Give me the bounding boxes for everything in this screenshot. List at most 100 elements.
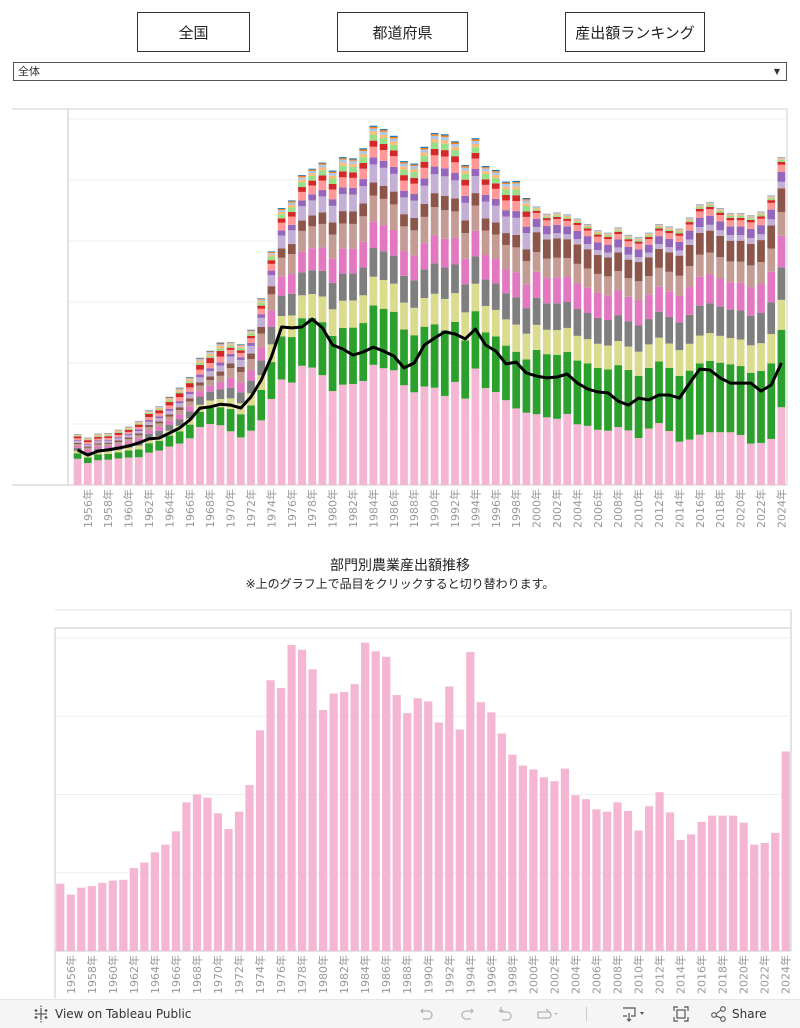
bar-segment-rosybrown[interactable] <box>206 380 214 386</box>
bar-segment-salmon[interactable] <box>696 211 704 217</box>
bar-segment-green[interactable] <box>400 329 408 385</box>
bar-segment-rosybrown[interactable] <box>268 294 276 310</box>
bar-segment-米[interactable] <box>747 444 755 485</box>
rice-bar-1974[interactable] <box>256 730 264 951</box>
bar-segment-green[interactable] <box>135 449 143 457</box>
rice-bar-2022[interactable] <box>761 843 769 951</box>
bar-segment-blue[interactable] <box>186 377 194 378</box>
bar-segment-peach[interactable] <box>635 239 643 240</box>
bar-segment-salmon[interactable] <box>349 178 357 188</box>
bar-segment-gray[interactable] <box>319 271 327 297</box>
bar-segment-lavender[interactable] <box>686 239 694 244</box>
stacked-bar-1963[interactable] <box>155 406 163 485</box>
bar-segment-salmon[interactable] <box>370 147 378 158</box>
bar-segment-purple[interactable] <box>553 225 561 233</box>
bar-segment-lavender[interactable] <box>359 186 367 203</box>
bar-segment-salmon[interactable] <box>451 162 459 173</box>
bar-segment-red[interactable] <box>115 433 123 435</box>
bar-segment-rosybrown[interactable] <box>308 226 316 248</box>
bar-segment-lightgreen[interactable] <box>104 435 112 436</box>
bar-segment-rosybrown[interactable] <box>767 249 775 272</box>
bar-segment-lightgreen[interactable] <box>278 214 286 218</box>
bar-segment-khaki[interactable] <box>778 300 786 330</box>
bar-segment-khaki[interactable] <box>737 340 745 367</box>
bar-segment-lightgreen[interactable] <box>166 401 174 403</box>
rice-bar-1971[interactable] <box>224 829 232 951</box>
rice-bar-2021[interactable] <box>750 845 758 951</box>
bar-segment-lightblue[interactable] <box>737 214 745 215</box>
bar-segment-red[interactable] <box>359 163 367 169</box>
bar-segment-brown[interactable] <box>166 414 174 416</box>
bar-segment-green[interactable] <box>257 390 265 421</box>
stacked-bar-1964[interactable] <box>166 397 174 485</box>
rice-bar-1984[interactable] <box>361 643 369 951</box>
bar-segment-gray[interactable] <box>584 313 592 339</box>
bar-segment-lightblue[interactable] <box>635 238 643 239</box>
bar-segment-lavender[interactable] <box>217 366 225 372</box>
bar-segment-lightblue[interactable] <box>482 168 490 171</box>
bar-segment-gray[interactable] <box>655 312 663 338</box>
bar-segment-gray[interactable] <box>686 315 694 344</box>
bar-segment-khaki[interactable] <box>523 334 531 360</box>
bar-segment-salmon[interactable] <box>329 189 337 199</box>
bar-segment-green[interactable] <box>115 452 123 458</box>
bar-segment-米[interactable] <box>227 431 235 485</box>
bar-segment-magenta[interactable] <box>492 259 500 283</box>
bar-segment-lightblue[interactable] <box>604 233 612 234</box>
bar-segment-peach[interactable] <box>502 187 510 190</box>
bar-segment-purple[interactable] <box>257 314 265 318</box>
bar-segment-rosybrown[interactable] <box>706 253 714 275</box>
bar-segment-purple[interactable] <box>472 169 480 176</box>
bar-segment-red[interactable] <box>278 218 286 222</box>
bar-segment-blue[interactable] <box>359 148 367 149</box>
bar-segment-brown[interactable] <box>84 447 92 448</box>
bar-segment-magenta[interactable] <box>614 290 622 315</box>
bar-segment-lightblue[interactable] <box>176 389 184 390</box>
bar-segment-red[interactable] <box>645 237 653 239</box>
bar-segment-brown[interactable] <box>767 225 775 248</box>
bar-segment-orange[interactable] <box>237 345 245 346</box>
bar-segment-red[interactable] <box>400 175 408 180</box>
bar-segment-rosybrown[interactable] <box>237 372 245 382</box>
bar-segment-brown[interactable] <box>349 211 357 224</box>
bar-segment-magenta[interactable] <box>512 272 520 297</box>
bar-segment-green[interactable] <box>472 311 480 368</box>
bar-segment-peach[interactable] <box>482 171 490 174</box>
bar-segment-米[interactable] <box>380 368 388 485</box>
bar-segment-peach[interactable] <box>217 346 225 348</box>
bar-segment-lavender[interactable] <box>676 250 684 255</box>
stacked-bar-2016[interactable] <box>696 204 704 485</box>
bar-segment-lightgreen[interactable] <box>339 166 347 172</box>
bar-segment-peach[interactable] <box>431 139 439 142</box>
rice-bar-1986[interactable] <box>382 657 390 951</box>
bar-segment-peach[interactable] <box>614 229 622 230</box>
bar-segment-salmon[interactable] <box>676 236 684 242</box>
refresh-button[interactable] <box>535 1000 561 1028</box>
bar-segment-red[interactable] <box>227 348 235 350</box>
stacked-bar-1991[interactable] <box>441 134 449 485</box>
bar-segment-lavender[interactable] <box>370 164 378 182</box>
share-button[interactable]: Share <box>710 1000 767 1028</box>
bar-segment-red[interactable] <box>176 393 184 397</box>
bar-segment-gray[interactable] <box>533 298 541 325</box>
bar-segment-red[interactable] <box>737 218 745 220</box>
bar-segment-peach[interactable] <box>543 215 551 216</box>
bar-segment-green[interactable] <box>155 441 163 451</box>
bar-segment-米[interactable] <box>472 368 480 485</box>
rice-bar-1992[interactable] <box>445 687 453 951</box>
bar-segment-orange[interactable] <box>349 160 357 161</box>
bar-segment-salmon[interactable] <box>115 435 123 437</box>
bar-segment-gray[interactable] <box>523 308 531 334</box>
bar-segment-magenta[interactable] <box>278 277 286 296</box>
bar-segment-米[interactable] <box>278 379 286 485</box>
bar-segment-米[interactable] <box>757 443 765 485</box>
bar-segment-blue[interactable] <box>288 200 296 201</box>
bar-segment-rosybrown[interactable] <box>716 257 724 278</box>
bar-segment-lightgreen[interactable] <box>737 216 745 218</box>
bar-segment-米[interactable] <box>482 388 490 485</box>
bar-segment-magenta[interactable] <box>84 450 92 452</box>
bar-segment-lavender[interactable] <box>543 234 551 239</box>
bar-segment-gray[interactable] <box>166 425 174 431</box>
bar-segment-米[interactable] <box>431 388 439 485</box>
bar-segment-salmon[interactable] <box>614 234 622 239</box>
